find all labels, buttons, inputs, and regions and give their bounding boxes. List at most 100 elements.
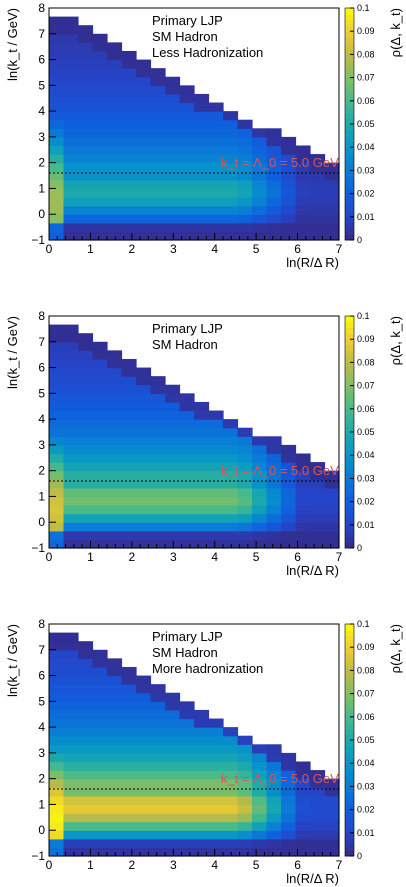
heatmap-cell	[237, 821, 253, 831]
heatmap-cell	[121, 427, 137, 437]
heatmap-cell	[92, 727, 108, 737]
y-tick-label: 6	[38, 669, 45, 683]
heatmap-cell	[165, 778, 181, 788]
heatmap-cell	[136, 787, 152, 797]
heatmap-cell	[49, 188, 65, 198]
heatmap-cell	[150, 231, 166, 241]
heatmap-cell	[92, 42, 108, 52]
heatmap-cell	[78, 436, 94, 446]
heatmap-cell	[150, 684, 166, 694]
heatmap-cell	[121, 752, 137, 763]
heatmap-cell	[78, 539, 94, 549]
heatmap-cell	[49, 709, 65, 720]
heatmap-cell	[136, 522, 152, 532]
heatmap-cell	[49, 658, 65, 668]
heatmap-cell	[136, 367, 152, 377]
heatmap-cell	[194, 154, 210, 164]
heatmap-cell	[266, 479, 282, 489]
heatmap-cell	[121, 376, 137, 386]
heatmap-cell	[150, 847, 166, 857]
heatmap-cell	[295, 830, 311, 840]
heatmap-cell	[63, 632, 79, 642]
heatmap-cell	[63, 830, 79, 840]
heatmap-cell	[179, 838, 195, 849]
heatmap-cell	[78, 376, 94, 386]
heatmap-cell	[107, 522, 123, 532]
heatmap-cell	[179, 539, 195, 549]
heatmap-cell	[237, 496, 253, 506]
heatmap-cell	[63, 838, 79, 849]
heatmap-cell	[295, 778, 311, 788]
heatmap-cell	[49, 847, 65, 857]
heatmap-cell	[150, 162, 166, 172]
heatmap-cell	[63, 154, 79, 164]
colorbar-segment	[345, 449, 354, 456]
heatmap-cell	[78, 522, 94, 532]
heatmap-cell	[310, 479, 326, 489]
heatmap-cell	[121, 222, 137, 233]
heatmap-cell	[63, 470, 79, 480]
heatmap-cell	[92, 838, 108, 849]
colorbar-segment	[345, 403, 354, 410]
heatmap-cell	[295, 795, 311, 806]
heatmap-cell	[49, 641, 65, 651]
colorbar-tick-label: 0.1	[357, 3, 370, 13]
heatmap-cell	[121, 358, 137, 369]
heatmap-cell	[49, 718, 65, 728]
heatmap-cell	[92, 68, 108, 78]
heatmap-cell	[295, 162, 311, 172]
heatmap-cell	[63, 350, 79, 360]
colorbar-segment	[345, 385, 354, 392]
heatmap-cell	[63, 675, 79, 685]
heatmap-cell	[107, 171, 123, 181]
heatmap-cell	[150, 735, 166, 745]
heatmap-cell	[194, 188, 210, 198]
heatmap-cell	[92, 505, 108, 515]
heatmap-cell	[78, 727, 94, 737]
colorbar-segment	[345, 345, 354, 352]
heatmap-cell	[121, 830, 137, 840]
colorbar-tick-label: 0.01	[357, 828, 375, 838]
heatmap-cell	[165, 145, 181, 155]
heatmap-cell	[63, 821, 79, 831]
heatmap-cell	[237, 214, 253, 224]
heatmap-cell	[223, 436, 239, 446]
heatmap-cell	[49, 33, 65, 43]
heatmap-cell	[208, 136, 224, 147]
heatmap-cell	[107, 727, 123, 737]
heatmap-cell	[107, 136, 123, 147]
heatmap-cell	[136, 145, 152, 155]
heatmap-cell	[324, 539, 340, 549]
heatmap-cell	[179, 470, 195, 480]
heatmap-cell	[121, 496, 137, 506]
colorbar-segment	[345, 792, 354, 799]
heatmap-cell	[63, 16, 79, 26]
heatmap-cell	[295, 214, 311, 224]
heatmap-cell	[78, 222, 94, 233]
heatmap-cell	[237, 470, 253, 480]
heatmap-cell	[324, 787, 340, 797]
heatmap-cell	[208, 427, 224, 437]
heatmap-cell	[208, 813, 224, 823]
heatmap-cell	[295, 145, 311, 155]
heatmap-cell	[165, 487, 181, 498]
heatmap-cell	[107, 162, 123, 172]
heatmap-cell	[194, 778, 210, 788]
heatmap-cell	[150, 821, 166, 831]
heatmap-cell	[252, 821, 268, 831]
heatmap-cell	[136, 778, 152, 788]
heatmap-cell	[121, 214, 137, 224]
heatmap-cell	[165, 522, 181, 532]
heatmap-cell	[107, 804, 123, 814]
heatmap-cell	[179, 111, 195, 121]
heatmap-cell	[295, 171, 311, 181]
heatmap-cell	[136, 68, 152, 78]
heatmap-cell	[223, 761, 239, 771]
colorbar-segment	[345, 798, 354, 805]
heatmap-cell	[78, 701, 94, 711]
colorbar-segment	[345, 507, 354, 514]
colorbar-segment	[345, 658, 354, 666]
heatmap-cell	[150, 444, 166, 455]
colorbar-segment	[345, 524, 354, 532]
heatmap-cell	[194, 530, 210, 541]
